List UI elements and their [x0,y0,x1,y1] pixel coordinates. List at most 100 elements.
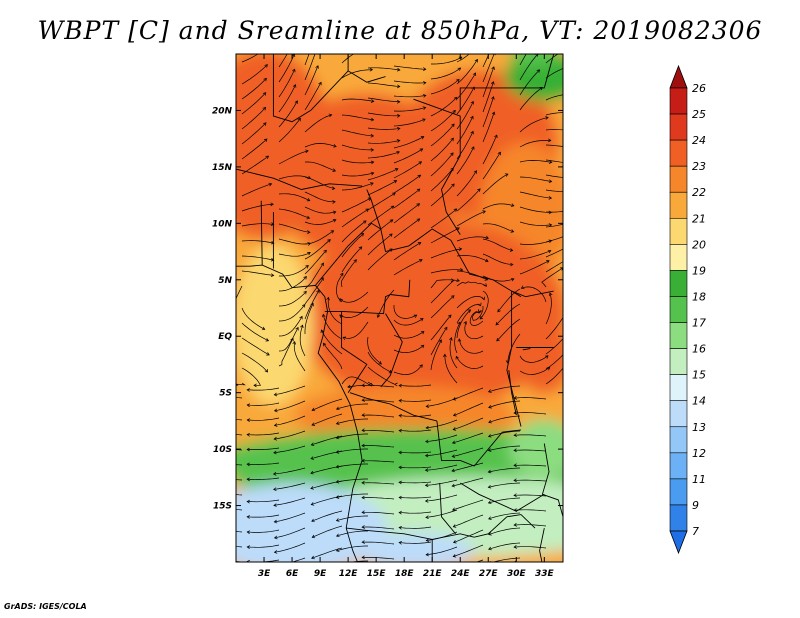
streamline [367,366,395,385]
streamline [453,417,484,431]
streamline [488,497,521,504]
streamline [455,356,484,369]
streamline-arrow [361,383,365,388]
streamline-arrow [327,239,331,243]
streamline [341,172,374,177]
colorbar-box [669,322,688,349]
colorbar-label: 7 [692,525,699,538]
streamline [311,547,343,559]
streamline-arrow [456,278,460,283]
streamline [497,288,521,313]
streamline [367,192,396,211]
streamline [430,208,457,229]
plot-frame [235,53,564,563]
streamline-arrow [487,469,492,474]
streamline-arrow [559,267,563,271]
streamline [362,541,395,545]
streamline-arrow [210,543,213,546]
streamline-arrow [294,100,298,104]
streamline-arrow [575,177,578,180]
colorbar-label: 22 [692,186,706,199]
streamline-arrow [575,147,578,150]
streamline-arrow [361,480,365,485]
colorbar-box [669,426,688,454]
streamline-arrow [310,470,314,475]
streamline [456,309,471,339]
border-line [511,290,554,298]
streamline [236,397,243,399]
streamline [362,384,395,388]
border-line [439,482,456,535]
streamline-arrow [470,100,474,105]
streamline-arrow [376,314,381,318]
streamline-arrow [513,545,517,549]
streamline-arrow [389,219,394,223]
streamline-arrow [425,404,430,409]
streamline [393,188,421,209]
streamline-arrow [575,92,578,95]
streamline-arrow [419,364,423,368]
streamline-arrow [246,462,250,467]
streamline-arrow [490,81,495,85]
streamline-arrow [273,550,278,554]
streamline [399,564,431,565]
streamline [398,481,432,484]
streamline-arrow [545,116,549,120]
streamline-arrow [264,368,269,373]
border-line [380,313,403,388]
streamline-arrow [487,484,492,489]
streamline-arrow [330,230,335,234]
streamline [236,530,243,533]
colorbar-label: 24 [692,134,706,147]
streamline [311,510,343,522]
streamline [341,246,363,273]
streamline [393,148,423,164]
streamline [492,557,521,562]
streamline [545,211,563,213]
streamline-arrow [335,406,340,411]
streamline [430,123,455,147]
streamline [304,191,336,203]
streamline [247,417,280,421]
streamline-arrow [487,389,492,393]
streamline [545,292,552,325]
streamline [304,176,335,189]
streamline-arrow [567,348,570,351]
colorbar-label: 25 [692,108,706,121]
streamline-arrow [335,479,340,484]
streamline [367,140,400,144]
streamline [399,429,432,432]
streamline [430,110,456,132]
streamline-arrow [548,196,553,200]
streamline-arrow [261,326,266,331]
streamline-arrow [513,493,517,498]
streamline [311,413,343,426]
streamline [362,511,395,515]
streamline [393,107,426,112]
streamline [456,146,475,175]
streamline-arrow [497,151,501,156]
streamline [236,285,243,300]
streamline-arrow [453,208,458,212]
streamline [241,107,266,130]
streamline-arrow [573,231,576,234]
streamline [278,316,303,337]
streamline [519,140,551,148]
streamline [343,321,369,339]
streamline-arrow [494,134,498,139]
streamline-arrow [326,296,330,301]
streamline [241,54,259,63]
streamline-arrow [452,412,457,417]
streamline [361,460,395,463]
streamline-arrow [424,468,429,472]
streamline [430,279,460,289]
streamline [430,295,455,319]
border-line [366,189,386,252]
colorbar-box [669,504,688,532]
streamline [361,497,395,500]
streamline-arrow [548,223,553,227]
streamline [274,542,306,553]
streamline [513,494,547,497]
streamline [456,296,485,309]
streamline-arrow [353,259,357,263]
